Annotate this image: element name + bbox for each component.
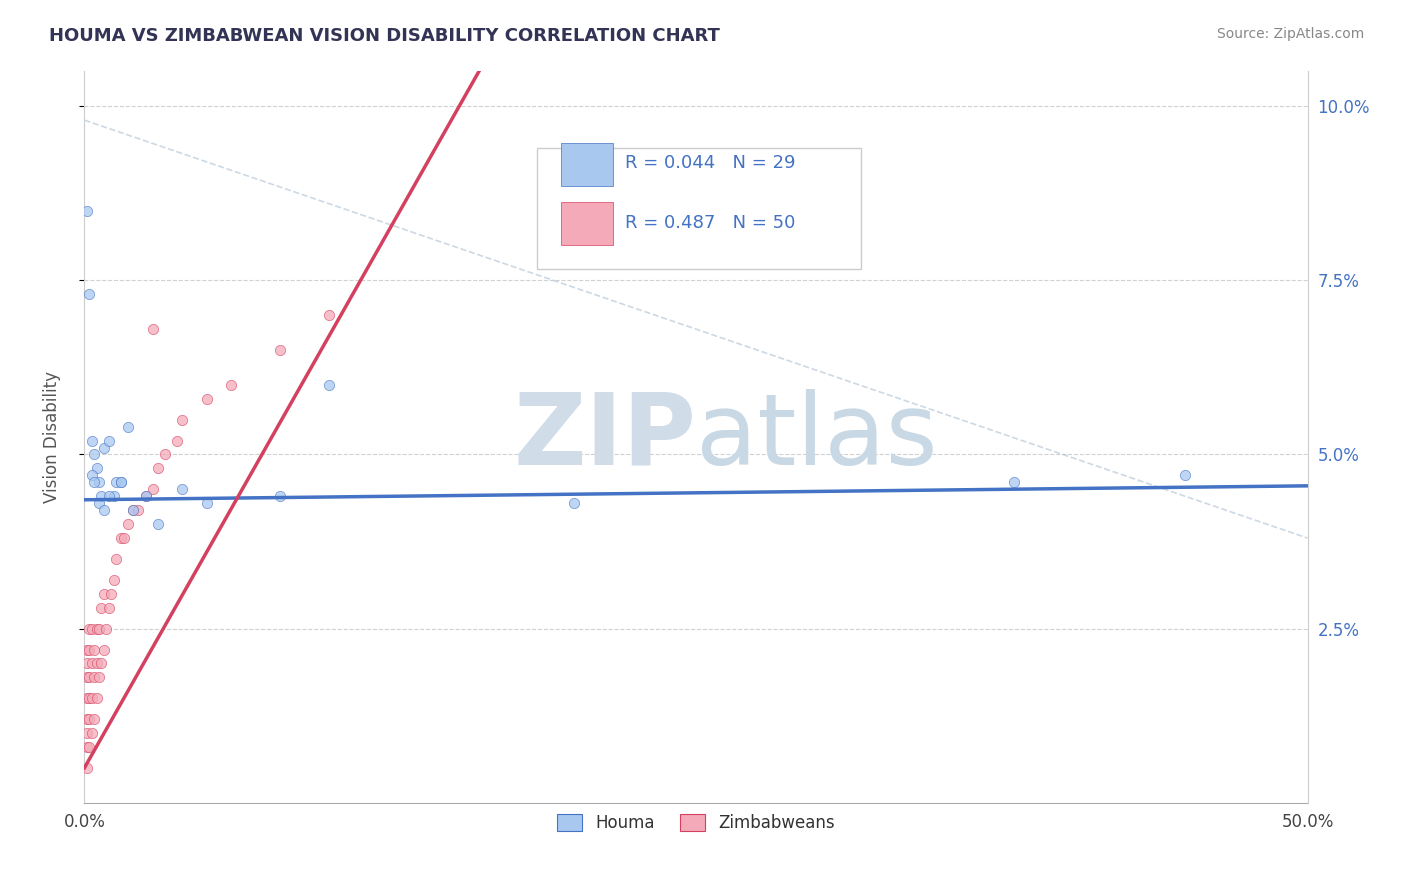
Point bbox=[117, 419, 139, 434]
Point bbox=[103, 489, 125, 503]
Point bbox=[83, 642, 105, 657]
Point bbox=[117, 517, 139, 532]
Point bbox=[86, 657, 108, 671]
Point bbox=[76, 657, 98, 671]
Point bbox=[105, 475, 128, 490]
Point bbox=[97, 489, 120, 503]
Point bbox=[112, 531, 135, 545]
Point bbox=[76, 761, 98, 775]
Point bbox=[105, 552, 128, 566]
Point bbox=[135, 489, 157, 503]
Point bbox=[76, 642, 98, 657]
Point bbox=[97, 600, 120, 615]
FancyBboxPatch shape bbox=[561, 202, 613, 244]
Point bbox=[153, 448, 176, 462]
Point bbox=[93, 503, 115, 517]
Point bbox=[172, 412, 194, 426]
Text: HOUMA VS ZIMBABWEAN VISION DISABILITY CORRELATION CHART: HOUMA VS ZIMBABWEAN VISION DISABILITY CO… bbox=[49, 27, 720, 45]
Point bbox=[103, 573, 125, 587]
Point bbox=[83, 448, 105, 462]
Point bbox=[100, 587, 122, 601]
Point bbox=[83, 712, 105, 726]
Point bbox=[318, 377, 340, 392]
Point bbox=[97, 434, 120, 448]
Point bbox=[76, 740, 98, 755]
Point bbox=[77, 712, 100, 726]
Point bbox=[77, 287, 100, 301]
Text: R = 0.487   N = 50: R = 0.487 N = 50 bbox=[626, 214, 796, 233]
Point bbox=[142, 483, 165, 497]
Point bbox=[87, 475, 110, 490]
Point bbox=[80, 468, 103, 483]
Point bbox=[86, 622, 108, 636]
Point bbox=[77, 740, 100, 755]
Point bbox=[76, 691, 98, 706]
FancyBboxPatch shape bbox=[537, 148, 860, 268]
Point bbox=[76, 670, 98, 684]
Point bbox=[142, 322, 165, 336]
Point bbox=[127, 503, 149, 517]
Point bbox=[87, 496, 110, 510]
Point bbox=[87, 622, 110, 636]
Point bbox=[122, 503, 145, 517]
Point bbox=[86, 691, 108, 706]
Point bbox=[76, 726, 98, 740]
FancyBboxPatch shape bbox=[561, 143, 613, 186]
Point bbox=[1174, 468, 1197, 483]
Point bbox=[93, 587, 115, 601]
Point bbox=[80, 726, 103, 740]
Point bbox=[93, 441, 115, 455]
Point bbox=[110, 475, 132, 490]
Point bbox=[76, 203, 98, 218]
Text: atlas: atlas bbox=[696, 389, 938, 485]
Point bbox=[110, 531, 132, 545]
Point bbox=[80, 691, 103, 706]
Point bbox=[90, 657, 112, 671]
Point bbox=[318, 308, 340, 322]
Point bbox=[76, 712, 98, 726]
Text: ZIP: ZIP bbox=[513, 389, 696, 485]
Point bbox=[135, 489, 157, 503]
Point bbox=[269, 343, 291, 357]
Point bbox=[77, 670, 100, 684]
Point bbox=[77, 642, 100, 657]
Point bbox=[83, 670, 105, 684]
Legend: Houma, Zimbabweans: Houma, Zimbabweans bbox=[550, 807, 842, 838]
Text: Source: ZipAtlas.com: Source: ZipAtlas.com bbox=[1216, 27, 1364, 41]
Point bbox=[80, 434, 103, 448]
Point bbox=[90, 489, 112, 503]
Point bbox=[93, 642, 115, 657]
Point bbox=[166, 434, 188, 448]
Point bbox=[77, 691, 100, 706]
Point bbox=[172, 483, 194, 497]
Point bbox=[146, 517, 169, 532]
Point bbox=[87, 670, 110, 684]
Point bbox=[146, 461, 169, 475]
Point bbox=[1002, 475, 1025, 490]
Point bbox=[122, 503, 145, 517]
Point bbox=[195, 496, 218, 510]
Point bbox=[77, 622, 100, 636]
Point bbox=[562, 496, 585, 510]
Point bbox=[96, 622, 118, 636]
Point bbox=[83, 475, 105, 490]
Point bbox=[110, 475, 132, 490]
Point bbox=[195, 392, 218, 406]
Point bbox=[219, 377, 242, 392]
Y-axis label: Vision Disability: Vision Disability bbox=[42, 371, 60, 503]
Point bbox=[90, 600, 112, 615]
Text: R = 0.044   N = 29: R = 0.044 N = 29 bbox=[626, 153, 796, 172]
Point bbox=[86, 461, 108, 475]
Point bbox=[269, 489, 291, 503]
Point bbox=[80, 657, 103, 671]
Point bbox=[80, 622, 103, 636]
